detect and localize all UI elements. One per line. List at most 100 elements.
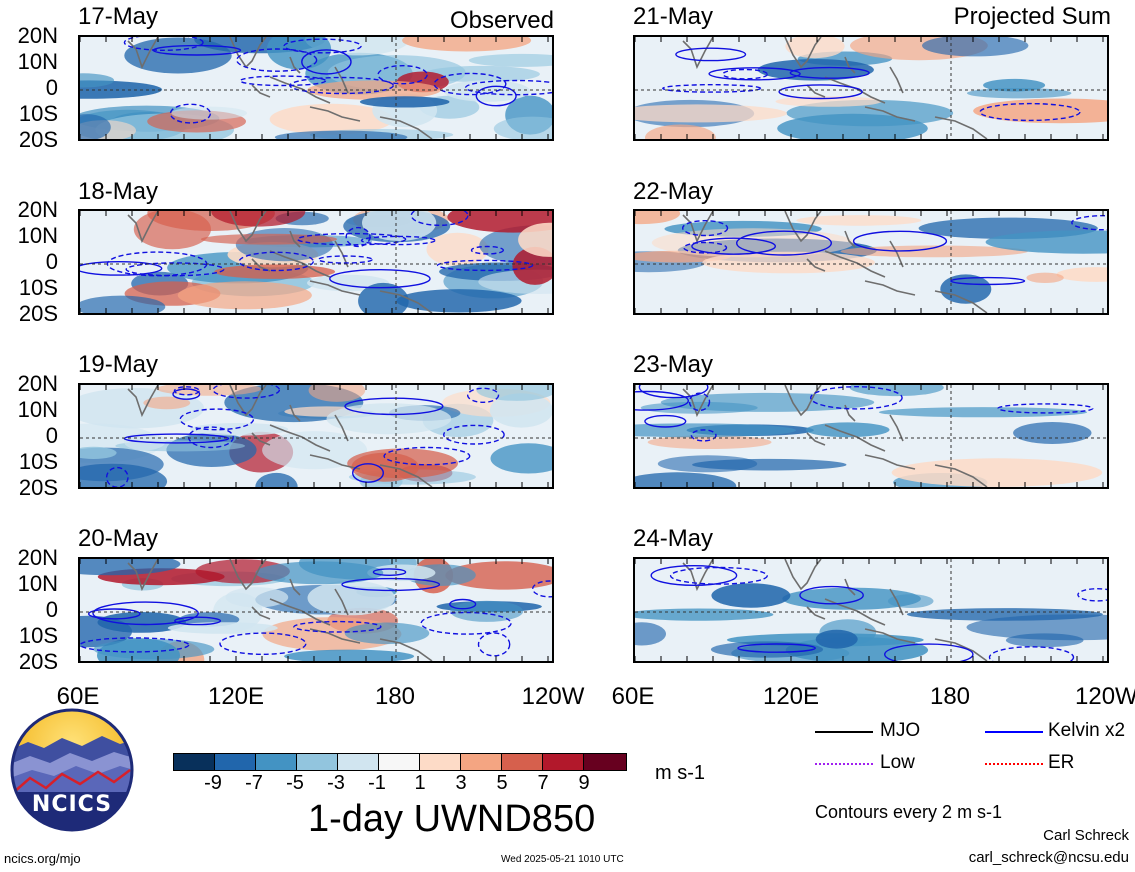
kelvin-contour — [475, 85, 517, 107]
kelvin-contour — [105, 466, 129, 487]
colorbar-bin — [255, 753, 300, 771]
coastline — [269, 250, 331, 278]
legend-mjo-label: MJO — [880, 720, 921, 741]
kelvin-contour — [301, 49, 352, 75]
wind-anomaly-shade — [468, 53, 552, 67]
wind-anomaly-shade — [177, 281, 312, 310]
kelvin-contour — [80, 637, 190, 653]
coastline — [269, 598, 331, 626]
lon-label-60e: 60E — [611, 683, 655, 710]
wind-anomaly-shade — [985, 230, 1107, 254]
wind-anomaly-shade — [80, 114, 111, 139]
lat-label-20n: 20N — [17, 371, 58, 396]
wind-anomaly-shade — [133, 211, 211, 250]
wind-anomaly-shade — [782, 587, 921, 610]
kelvin-contour — [635, 390, 689, 411]
coastline — [806, 432, 826, 446]
colorbar-bin — [460, 753, 505, 771]
wind-anomaly-shade — [518, 222, 552, 257]
wind-anomaly-shade — [426, 232, 489, 267]
panel-date-20-may: 20-May — [78, 525, 159, 552]
panel-date-22-may: 22-May — [633, 178, 714, 205]
wind-anomaly-shade — [640, 401, 758, 414]
coastline — [889, 66, 904, 94]
lat-label-20n: 20N — [17, 197, 58, 222]
colorbar-bin — [501, 753, 546, 771]
kelvin-contour — [799, 585, 864, 605]
kelvin-contour — [87, 608, 141, 620]
wind-anomaly-shade — [805, 422, 890, 438]
wind-anomaly-shade — [840, 245, 1028, 258]
kelvin-contour — [352, 463, 385, 483]
kelvin-contour — [344, 397, 444, 416]
wind-anomaly-shade — [489, 393, 552, 428]
wind-anomaly-shade — [255, 561, 384, 585]
coastline — [127, 211, 159, 244]
lon-label-120w: 120W — [521, 683, 585, 710]
lat-label-10s: 10S — [18, 623, 58, 648]
wind-anomaly-shade — [269, 103, 394, 135]
kelvin-contour — [669, 566, 768, 585]
coastline — [379, 116, 433, 139]
coastline — [127, 559, 159, 592]
colorbar-tick-label: 9 — [578, 772, 590, 794]
coastline — [824, 598, 886, 626]
kelvin-contour — [809, 385, 903, 410]
projected-header: Projected Sum — [953, 3, 1111, 30]
coastline — [309, 106, 361, 122]
wind-anomaly-shade — [635, 211, 681, 225]
coastline — [127, 37, 159, 70]
coastline — [934, 116, 988, 139]
coastline — [844, 578, 856, 596]
wind-anomaly-shade — [274, 130, 408, 139]
observed-header: Observed — [449, 7, 554, 34]
coastline — [682, 37, 714, 70]
lat-label-10n: 10N — [17, 397, 58, 422]
wind-anomaly-shade — [815, 629, 858, 649]
kelvin-contour — [293, 620, 382, 633]
kelvin-contour — [372, 568, 407, 577]
footer-timestamp: Wed 2025-05-21 1010 UTC — [501, 854, 624, 865]
wind-anomaly-shade — [967, 88, 1072, 99]
lon-label-180: 180 — [374, 683, 416, 710]
map-panel-24-may — [633, 557, 1109, 663]
coastline — [864, 106, 916, 122]
kelvin-contour — [289, 76, 395, 95]
colorbar-bin — [337, 753, 382, 771]
map-panel-17-may — [78, 35, 554, 141]
kelvin-contour — [449, 598, 477, 610]
coastline — [784, 211, 822, 243]
figure-title: 1-day UWND850 — [308, 798, 596, 840]
colorbar-tick-label: 3 — [455, 772, 467, 794]
kelvin-contour — [477, 632, 511, 657]
wind-anomaly-shade — [214, 264, 336, 279]
wind-anomaly-shade — [396, 289, 522, 313]
wind-anomaly-shade — [635, 622, 666, 646]
wind-anomaly-shade — [344, 622, 430, 645]
kelvin-contour — [950, 276, 1026, 286]
coastline — [806, 258, 826, 272]
wind-anomaly-shade — [284, 649, 415, 661]
coastline — [682, 385, 714, 418]
kelvin-contour — [410, 211, 469, 226]
kelvin-contour — [187, 426, 234, 449]
coastline — [309, 280, 361, 296]
footer-author: Carl Schreck — [1043, 827, 1129, 844]
wind-anomaly-shade — [635, 104, 787, 123]
coastline — [334, 66, 349, 94]
coastline — [334, 588, 349, 616]
kelvin-contour — [737, 643, 816, 653]
legend-kelvin-label: Kelvin x2 — [1048, 720, 1126, 741]
colorbar-units: m s-1 — [655, 762, 705, 784]
wind-anomaly-shade — [983, 78, 1046, 92]
kelvin-contour — [169, 103, 211, 124]
logo-text: NCICS — [31, 792, 113, 817]
lat-label-0: 0 — [45, 249, 58, 274]
legend-mjo-line — [815, 731, 873, 733]
wind-anomaly-shade — [922, 37, 1029, 57]
panel-date-19-may: 19-May — [78, 351, 159, 378]
coastline — [889, 588, 904, 616]
lat-label-20s: 20S — [18, 301, 58, 326]
coastline — [251, 606, 271, 620]
colorbar-tick-label: -7 — [245, 772, 263, 794]
